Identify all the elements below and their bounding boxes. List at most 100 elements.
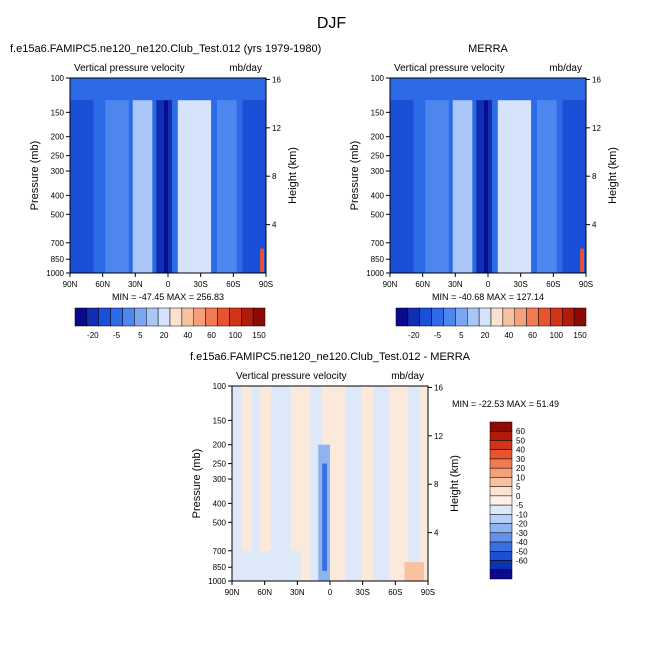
colorbar-label: -5 <box>516 501 524 510</box>
field-band <box>404 562 425 581</box>
y-tick-label: 850 <box>51 255 65 264</box>
field-band <box>271 386 291 581</box>
y-tick-label: 100 <box>371 74 385 83</box>
y-tick-label: 500 <box>213 518 227 527</box>
field-band <box>70 78 266 101</box>
y-right-tick-label: 16 <box>272 75 281 84</box>
colorbar-label: 100 <box>550 331 564 340</box>
colorbar-swatch <box>134 307 147 327</box>
y-tick-label: 1000 <box>366 269 384 278</box>
colorbar-label: 10 <box>516 473 525 482</box>
colorbar-swatch <box>573 307 587 327</box>
colorbar-swatch <box>562 307 575 327</box>
colorbar-swatch <box>489 477 513 487</box>
panel-subtitle-left: Vertical pressure velocity <box>394 63 505 74</box>
colorbar-swatch <box>489 486 513 497</box>
colorbar-swatch <box>205 307 218 327</box>
colorbar-label: 150 <box>573 331 587 340</box>
panel-subtitle-right: mb/day <box>391 371 424 382</box>
colorbar-swatch <box>489 430 513 441</box>
field-band <box>105 93 129 273</box>
x-tick-label: 30S <box>194 280 208 289</box>
colorbar-swatch <box>241 307 254 327</box>
y-tick-label: 300 <box>371 167 385 176</box>
colorbar-swatch <box>229 307 242 327</box>
x-tick-label: 90N <box>383 280 398 289</box>
panel-subtitle-right: mb/day <box>229 63 262 74</box>
colorbar-swatch <box>74 307 88 327</box>
colorbar-swatch <box>98 307 111 327</box>
field-band <box>164 93 168 273</box>
y-tick-label: 250 <box>51 152 65 161</box>
colorbar-label: -50 <box>516 547 528 556</box>
y-tick-label: 700 <box>371 239 385 248</box>
field-band <box>217 93 237 273</box>
colorbar-swatch <box>526 307 539 327</box>
field-band <box>537 93 557 273</box>
colorbar-swatch <box>489 449 513 460</box>
stats-label: MIN = -40.68 MAX = 127.14 <box>432 292 544 302</box>
colorbar-swatch <box>538 307 551 327</box>
colorbar-swatch <box>407 307 420 327</box>
colorbar-swatch <box>489 551 513 561</box>
y-tick-label: 100 <box>213 382 227 391</box>
y-tick-label: 300 <box>213 475 227 484</box>
field-band <box>132 93 153 273</box>
colorbar-swatch <box>489 532 513 543</box>
y-tick-label: 250 <box>213 460 227 469</box>
x-tick-label: 30N <box>128 280 143 289</box>
field-band <box>562 93 586 273</box>
y-axis-label: Pressure (mb) <box>191 449 203 519</box>
colorbar-swatch <box>489 421 513 432</box>
y-tick-label: 200 <box>371 133 385 142</box>
colorbar-swatch <box>169 307 183 327</box>
y-right-tick-label: 4 <box>592 221 597 230</box>
y-right-tick-label: 4 <box>272 221 277 230</box>
colorbar-swatch <box>252 307 266 327</box>
colorbar-swatch <box>181 307 194 327</box>
colorbar-label: 20 <box>516 464 525 473</box>
colorbar-label: 5 <box>516 483 521 492</box>
contour-field <box>232 386 428 581</box>
field-band <box>260 248 265 273</box>
colorbar-swatch <box>489 458 513 469</box>
colorbar-label: -30 <box>516 529 528 538</box>
colorbar-swatch <box>146 307 159 327</box>
colorbar-swatch <box>157 307 171 327</box>
colorbar-swatch <box>502 307 515 327</box>
colorbar-label: 60 <box>207 331 216 340</box>
y-tick-label: 300 <box>51 167 65 176</box>
colorbar-label: 40 <box>516 446 525 455</box>
colorbar-label: 150 <box>252 331 266 340</box>
colorbar-label: 50 <box>516 436 525 445</box>
panel-title: MERRA <box>468 43 508 55</box>
colorbar-swatch <box>489 569 513 580</box>
colorbar-swatch <box>489 560 513 571</box>
y-tick-label: 100 <box>51 74 65 83</box>
x-tick-label: 60S <box>388 588 402 597</box>
x-tick-label: 90S <box>421 588 435 597</box>
x-tick-label: 30N <box>448 280 463 289</box>
colorbar-swatch <box>489 523 513 534</box>
stats-label: MIN = -47.45 MAX = 256.83 <box>112 292 224 302</box>
colorbar-swatch <box>395 307 409 327</box>
field-band <box>322 463 328 571</box>
x-tick-label: 60S <box>226 280 240 289</box>
x-tick-label: 30N <box>290 588 305 597</box>
y-axis-label: Pressure (mb) <box>29 141 41 211</box>
colorbar-swatch <box>193 307 206 327</box>
x-tick-label: 60N <box>415 280 430 289</box>
colorbar-swatch <box>110 307 123 327</box>
field-band <box>242 93 266 273</box>
contour-field <box>390 78 586 273</box>
x-tick-label: 90S <box>259 280 273 289</box>
field-band <box>580 248 585 273</box>
x-tick-label: 60S <box>546 280 560 289</box>
colorbar-label: 100 <box>229 331 243 340</box>
y-right-tick-label: 8 <box>592 172 597 181</box>
field-band <box>70 93 94 273</box>
field-band <box>408 386 421 581</box>
